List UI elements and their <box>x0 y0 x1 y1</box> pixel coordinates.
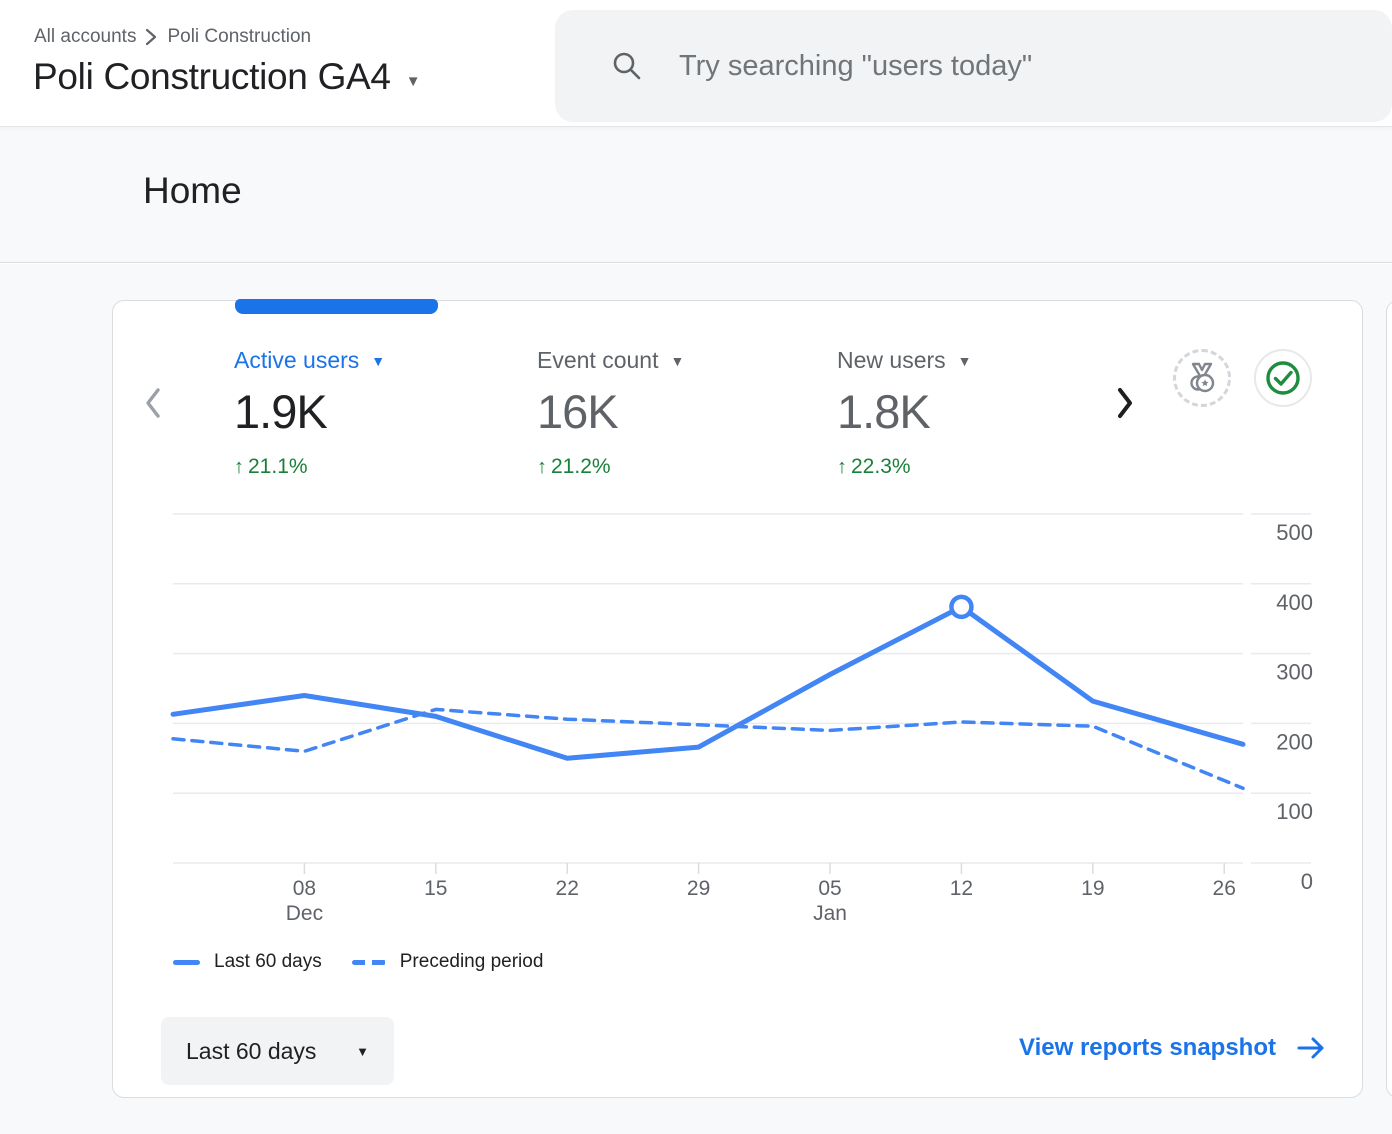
metric-selector-active-users[interactable]: Active users ▼ <box>234 347 386 373</box>
legend-label-last-60-days: Last 60 days <box>214 951 322 972</box>
metrics-prev-button[interactable] <box>131 381 175 425</box>
metric-value: 1.8K <box>837 385 931 438</box>
breadcrumb: All accounts Poli Construction <box>34 26 311 48</box>
line-chart[interactable]: 0 100 200 300 400 500 08 Dec 15 22 29 05 Jan 12 19 26 <box>113 501 1364 931</box>
top-header: All accounts Poli Construction Poli Cons… <box>0 0 1392 126</box>
search-input[interactable] <box>679 49 1362 83</box>
svg-text:0: 0 <box>1301 869 1313 894</box>
caret-down-icon: ▼ <box>670 352 685 369</box>
increase-arrow-icon: ↑ <box>537 455 547 478</box>
legend-dashed-swatch <box>351 959 386 965</box>
svg-text:Jan: Jan <box>813 902 847 925</box>
increase-arrow-icon: ↑ <box>234 455 244 478</box>
chevron-left-icon <box>146 388 160 418</box>
caret-down-icon: ▼ <box>957 352 972 369</box>
metric-delta: ↑ 22.3% <box>837 455 911 478</box>
card-scroll-indicator[interactable] <box>235 299 438 314</box>
svg-text:08: 08 <box>293 877 316 900</box>
svg-text:19: 19 <box>1081 877 1104 900</box>
metric-delta: ↑ 21.2% <box>537 455 611 478</box>
overview-card: Active users ▼ 1.9K ↑ 21.1% Event count … <box>112 299 1364 1098</box>
svg-text:15: 15 <box>424 877 447 900</box>
breadcrumb-all-accounts[interactable]: All accounts <box>34 26 137 47</box>
legend-label-preceding-period: Preceding period <box>399 951 544 972</box>
search-bar[interactable] <box>555 10 1392 122</box>
metric-selector-new-users[interactable]: New users ▼ <box>837 347 972 373</box>
svg-text:Dec: Dec <box>286 902 323 925</box>
metric-active-users: Active users ▼ 1.9K ↑ 21.1% <box>234 347 514 479</box>
search-icon <box>613 52 641 80</box>
benchmarking-medal-button[interactable] <box>1173 349 1231 407</box>
svg-text:26: 26 <box>1213 877 1236 900</box>
next-card-sliver <box>1386 300 1392 1098</box>
svg-text:22: 22 <box>556 877 579 900</box>
svg-text:12: 12 <box>950 877 973 900</box>
caret-down-icon: ▼ <box>356 1043 369 1059</box>
date-range-button[interactable]: Last 60 days ▼ <box>161 1017 394 1085</box>
page-title: Home <box>143 170 242 211</box>
breadcrumb-chevron-icon <box>146 28 157 46</box>
svg-text:500: 500 <box>1276 520 1313 545</box>
caret-down-icon: ▼ <box>371 352 386 369</box>
svg-text:100: 100 <box>1276 799 1313 824</box>
medal-icon <box>1190 362 1215 393</box>
metric-value: 1.9K <box>234 385 328 438</box>
svg-text:29: 29 <box>687 877 710 900</box>
property-caret-icon: ▼ <box>405 72 421 90</box>
view-reports-snapshot-link[interactable]: View reports snapshot <box>1019 1034 1326 1062</box>
svg-text:400: 400 <box>1276 590 1313 615</box>
svg-text:200: 200 <box>1276 729 1313 754</box>
data-quality-check-button[interactable] <box>1254 349 1312 407</box>
arrow-right-icon <box>1297 1037 1324 1059</box>
svg-text:300: 300 <box>1276 660 1313 685</box>
metric-new-users: New users ▼ 1.8K ↑ 22.3% <box>837 347 1117 479</box>
chevron-right-icon <box>1118 388 1132 418</box>
metric-selector-event-count[interactable]: Event count ▼ <box>537 347 685 373</box>
metric-delta: ↑ 21.1% <box>234 455 308 478</box>
legend-solid-swatch <box>173 959 200 965</box>
check-circle-icon <box>1266 361 1300 395</box>
metric-value: 16K <box>537 385 619 438</box>
home-band: Home <box>0 126 1392 263</box>
increase-arrow-icon: ↑ <box>837 455 847 478</box>
property-title: Poli Construction GA4 <box>33 56 391 97</box>
svg-text:05: 05 <box>818 877 841 900</box>
chart-legend: Last 60 days Preceding period <box>173 951 543 973</box>
breadcrumb-property[interactable]: Poli Construction <box>167 26 312 47</box>
metric-event-count: Event count ▼ 16K ↑ 21.2% <box>537 347 817 479</box>
metrics-next-button[interactable] <box>1103 381 1147 425</box>
property-switcher[interactable]: Poli Construction GA4 ▼ <box>33 56 421 98</box>
